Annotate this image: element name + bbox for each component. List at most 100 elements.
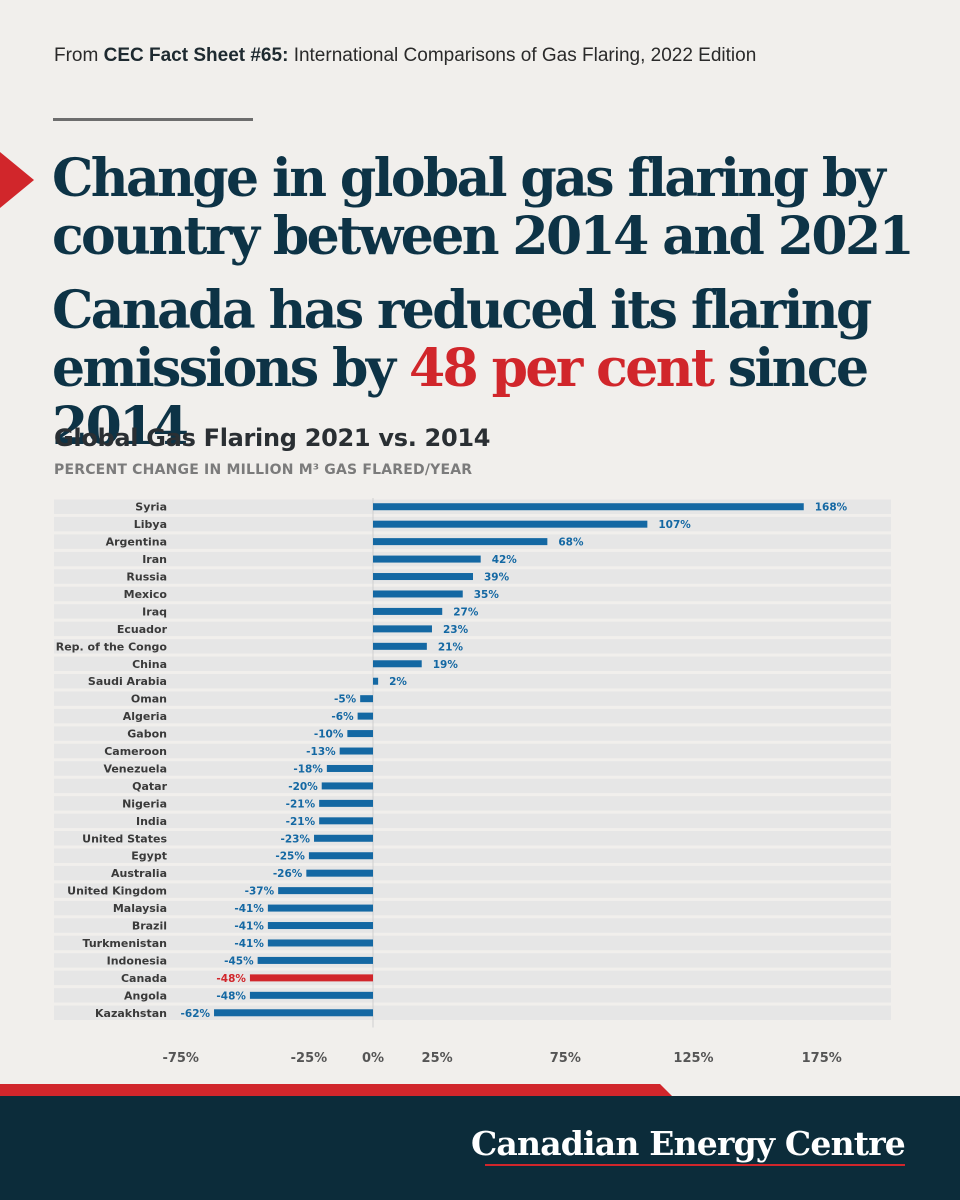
row-band	[54, 604, 891, 619]
value-label: 168%	[815, 502, 848, 514]
value-label: 42%	[492, 554, 518, 566]
value-label: 23%	[443, 624, 469, 636]
bar	[249, 974, 373, 982]
category-label: India	[136, 815, 167, 828]
category-label: Mexico	[124, 588, 168, 601]
value-label: 39%	[484, 572, 510, 584]
source-rest: International Comparisons of Gas Flaring…	[293, 45, 757, 66]
category-label: Iraq	[142, 605, 167, 618]
bar	[278, 887, 373, 895]
row-band	[54, 883, 891, 898]
bar	[326, 764, 373, 772]
source-line: From CEC Fact Sheet #65: International C…	[54, 45, 756, 67]
row-band	[54, 726, 891, 741]
category-label: Angola	[124, 989, 167, 1002]
value-label: 68%	[558, 537, 584, 549]
value-label: -48%	[216, 973, 246, 985]
category-label: Saudi Arabia	[88, 675, 167, 688]
chart-subtitle: PERCENT CHANGE IN MILLION M³ GAS FLARED/…	[54, 462, 473, 478]
row-band	[54, 639, 891, 654]
row-band	[54, 796, 891, 811]
headline-line-2: country between 2014 and 2021	[52, 206, 915, 267]
value-label: 35%	[474, 589, 500, 601]
headline-line-4-suffix: since 2014	[52, 338, 869, 457]
category-label: Indonesia	[107, 954, 167, 967]
value-label: -45%	[224, 955, 254, 967]
x-tick-label: 75%	[550, 1051, 581, 1066]
category-label: Rep. of the Congo	[56, 640, 168, 653]
bar	[306, 869, 373, 877]
value-label: -20%	[288, 781, 318, 793]
bar	[347, 730, 373, 738]
top-divider	[53, 118, 253, 121]
bar	[373, 520, 648, 528]
value-label: -23%	[281, 833, 311, 845]
x-tick-label: -25%	[291, 1051, 328, 1066]
category-label: Australia	[111, 867, 167, 880]
value-label: -10%	[314, 729, 344, 741]
bar	[373, 573, 473, 581]
source-fact-sheet: CEC Fact Sheet #65:	[103, 45, 289, 66]
bar	[373, 660, 422, 668]
value-label: -13%	[306, 746, 336, 758]
category-label: Iran	[142, 553, 167, 566]
row-band	[54, 918, 891, 933]
row-band	[54, 935, 891, 951]
headline-line-1: Change in global gas flaring by	[52, 148, 886, 209]
category-label: China	[132, 658, 167, 671]
value-label: -18%	[293, 763, 323, 775]
bar	[308, 852, 373, 860]
headline-line-3: Canada has reduced its flaring	[52, 280, 872, 341]
brand-underline	[485, 1164, 905, 1166]
row-band	[54, 778, 891, 794]
row-band	[54, 674, 891, 689]
bar	[267, 922, 373, 930]
category-label: Brazil	[132, 920, 167, 933]
row-band	[54, 813, 891, 829]
bar-chart: Syria 168% Libya 107% Argentina 68% Iran 42% Rus…	[54, 498, 891, 1066]
footer-red-stripe	[0, 1084, 672, 1096]
bar	[314, 834, 373, 842]
bar	[319, 799, 373, 807]
category-label: Egypt	[131, 850, 167, 863]
value-label: -6%	[331, 711, 354, 723]
category-label: Oman	[131, 693, 167, 706]
row-band	[54, 761, 891, 776]
bar	[319, 817, 373, 825]
bar	[373, 538, 548, 546]
headline-primary: Change in global gas flaring by country …	[52, 148, 915, 267]
value-label: -37%	[245, 886, 275, 898]
bar	[267, 939, 373, 947]
category-label: United States	[82, 832, 167, 845]
category-label: Gabon	[127, 728, 167, 741]
value-label: 107%	[658, 519, 691, 531]
red-triangle-marker	[0, 152, 34, 208]
value-label: -26%	[273, 868, 303, 880]
row-band	[54, 970, 891, 986]
value-label: 27%	[453, 606, 479, 618]
row-band	[54, 988, 891, 1003]
category-label: Canada	[121, 972, 167, 985]
brand-wordmark: Canadian Energy Centre	[470, 1124, 906, 1163]
row-band	[54, 708, 891, 724]
bar	[257, 956, 373, 964]
headline-highlight: 48 per cent	[408, 338, 715, 399]
bar	[249, 991, 373, 999]
source-prefix: From	[54, 45, 99, 66]
bar	[357, 712, 373, 720]
value-label: -41%	[234, 921, 264, 933]
row-band	[54, 586, 891, 602]
row-band	[54, 848, 891, 863]
category-label: Malaysia	[113, 902, 167, 915]
category-label: Kazakhstan	[95, 1007, 167, 1020]
value-label: -41%	[234, 903, 264, 915]
category-label: Qatar	[132, 780, 167, 793]
value-label: 19%	[433, 659, 459, 671]
category-label: Algeria	[123, 710, 167, 723]
row-band	[54, 831, 891, 846]
value-label: -62%	[181, 1008, 211, 1020]
x-tick-label: 175%	[802, 1051, 842, 1066]
value-label: -48%	[216, 990, 246, 1002]
bar	[321, 782, 373, 790]
category-label: Libya	[134, 518, 167, 531]
